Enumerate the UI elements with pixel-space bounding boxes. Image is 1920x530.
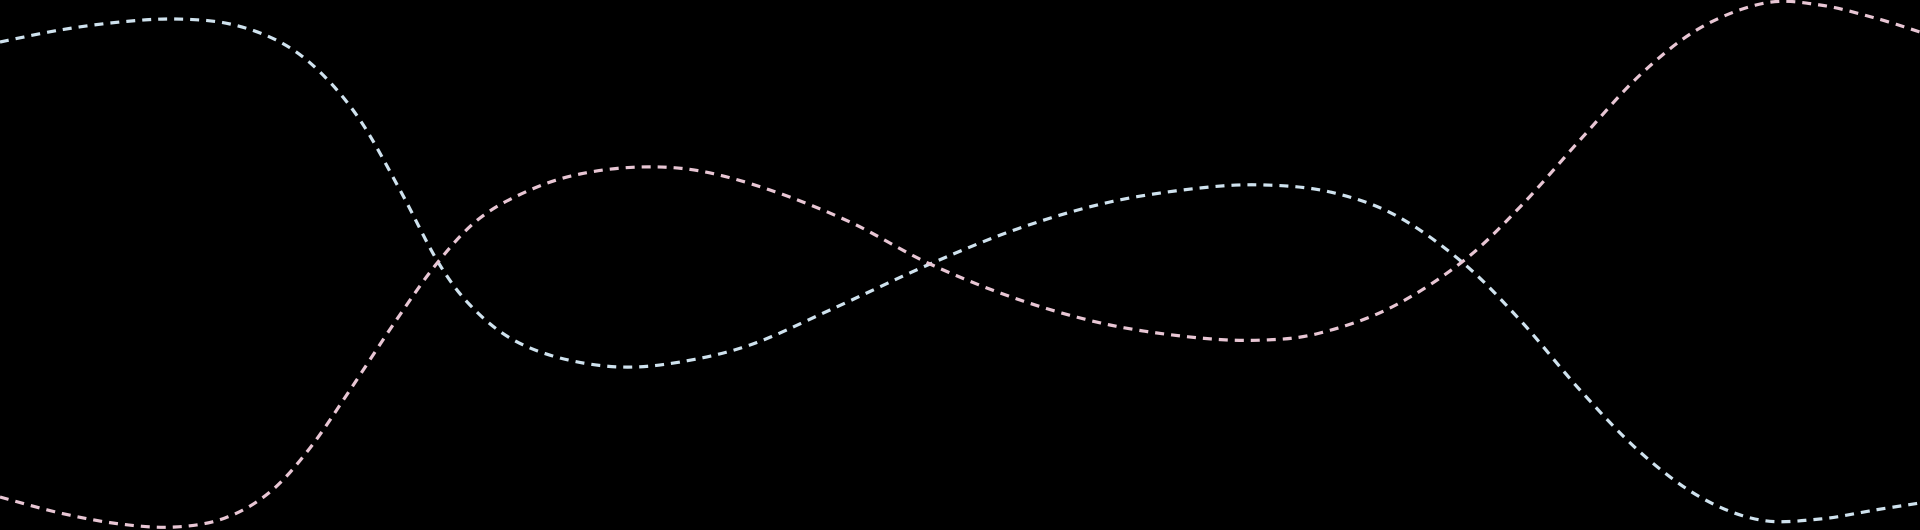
series-line-a <box>0 17 1920 524</box>
